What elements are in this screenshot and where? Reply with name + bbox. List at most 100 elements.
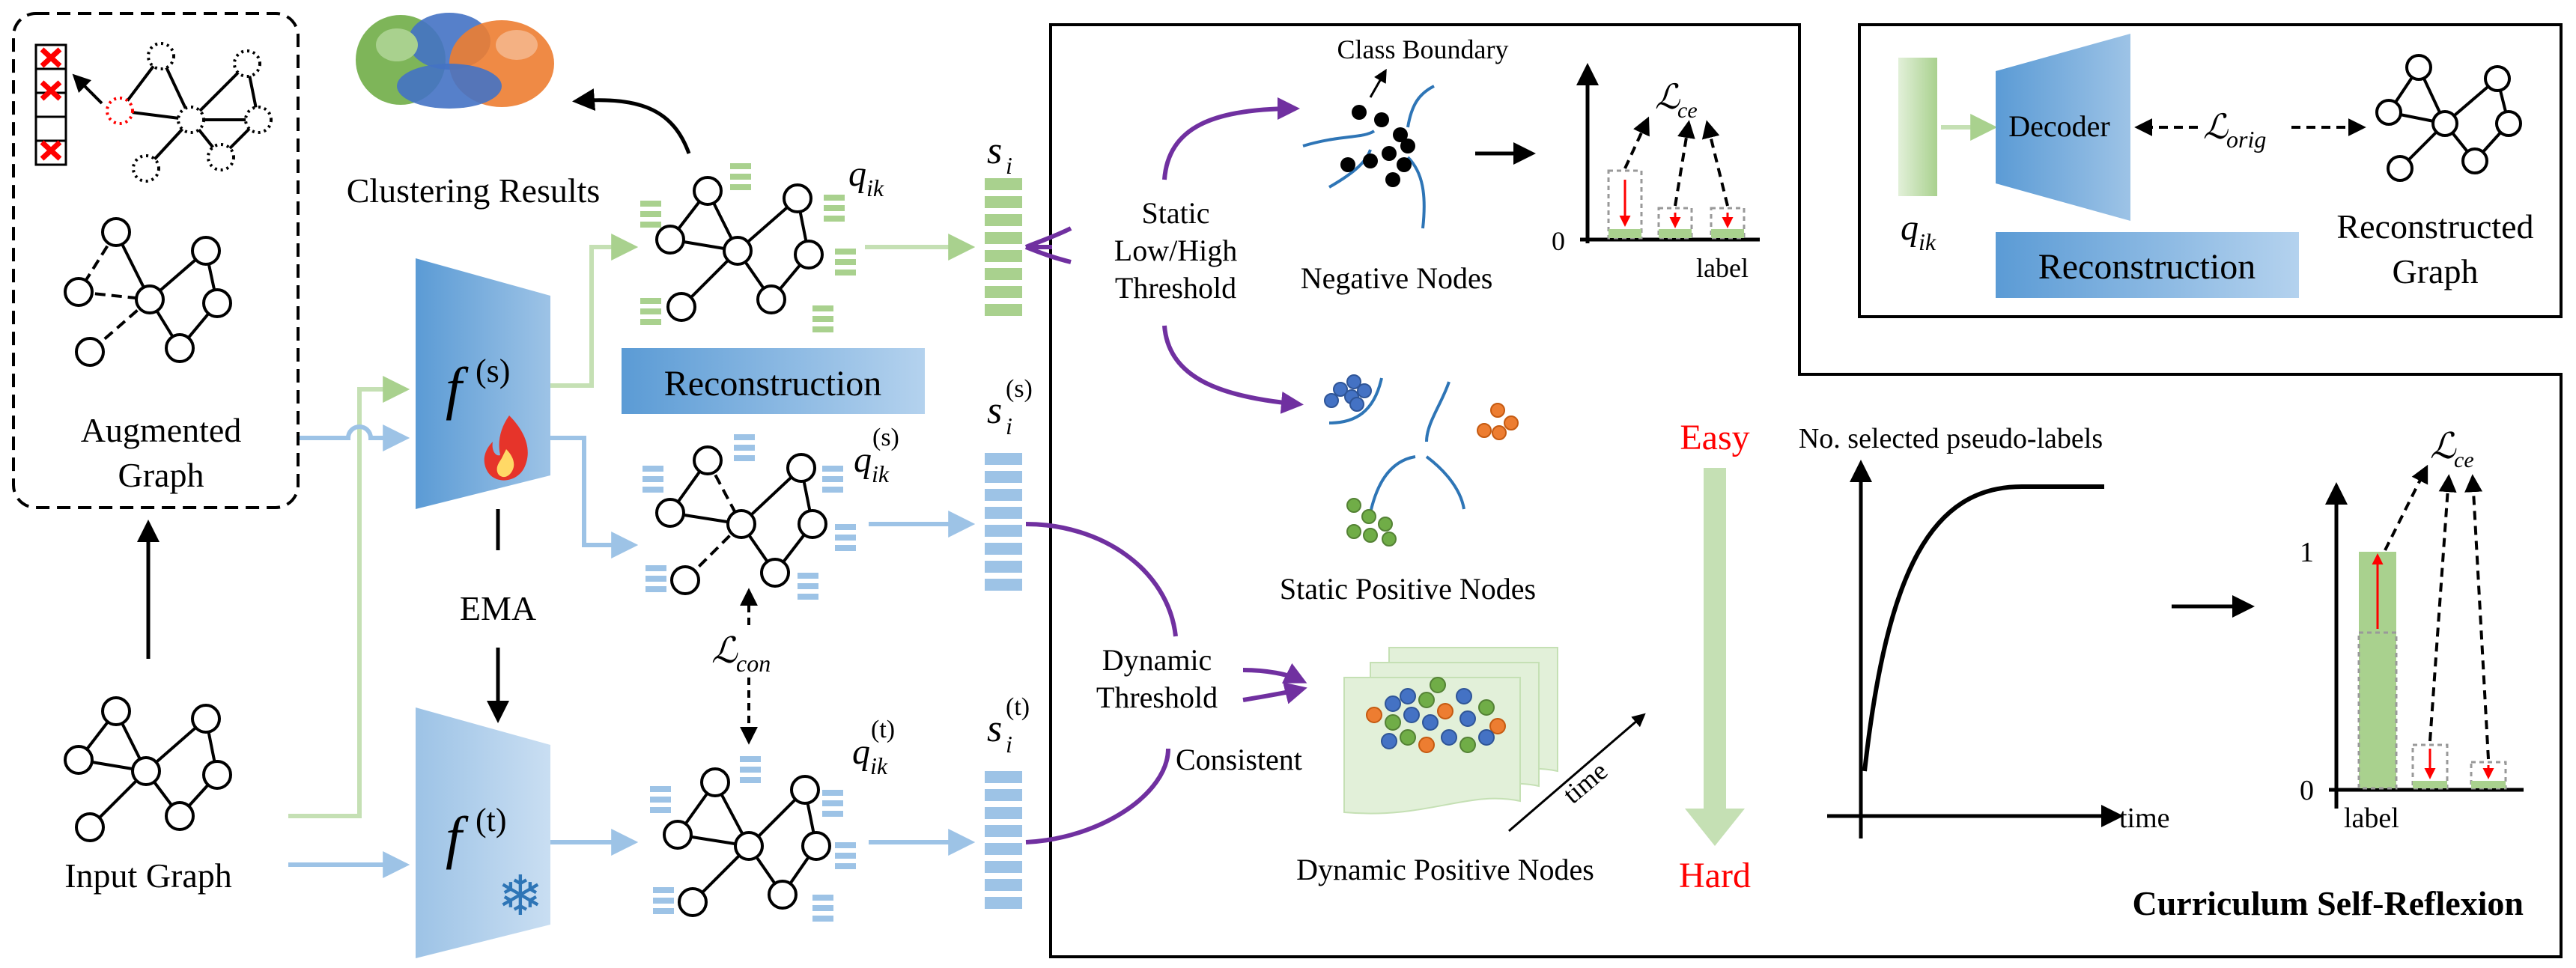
input-graph-label: Input Graph	[64, 856, 232, 895]
curriculum-lce-chart: 1 0 label	[2300, 464, 2524, 834]
reconstruction-box	[1858, 23, 2563, 318]
s-i-t-sub: i	[1006, 731, 1012, 758]
dynamic-positive-illustration	[1343, 647, 1558, 815]
l-ce-label-2: ℒ	[2430, 427, 2457, 466]
student-encoder-sup: (s)	[476, 353, 510, 389]
static-threshold-2: Low/High	[1114, 234, 1237, 267]
aug-to-student-flow-green	[288, 376, 410, 818]
to-clustering-arrow	[572, 88, 691, 154]
time-diag-label: time	[1557, 755, 1613, 809]
s-i-column	[985, 178, 1022, 316]
reconstruction-bar-right	[1996, 232, 2299, 298]
curriculum-box	[1049, 23, 2563, 958]
class-boundary-arrow	[1369, 68, 1387, 98]
q-ik-label: q	[848, 154, 866, 194]
fire-icon	[484, 415, 528, 481]
aug-to-student-flow-blue	[300, 424, 410, 451]
dynamic-threshold-2: Threshold	[1096, 681, 1218, 714]
purple-st-to-dynamic	[1025, 748, 1170, 844]
negative-lce-chart: 0 label	[1552, 63, 1760, 283]
one-label: 1	[2300, 537, 2314, 568]
s-i-t-label: s	[987, 707, 1002, 750]
reconstructed-graph-label-2: Graph	[2393, 252, 2479, 290]
s-i-label: s	[987, 130, 1002, 172]
graph-q-green	[640, 163, 856, 332]
label-axis-1: label	[1696, 253, 1749, 283]
feature-mask-vector	[34, 43, 67, 166]
s-i-t-sup: (t)	[1006, 693, 1030, 721]
q-ik-recon-sub: ik	[1919, 228, 1936, 255]
q-ik-s-sub: ik	[872, 460, 890, 487]
teacher-encoder-sup: (t)	[476, 802, 507, 838]
s-i-sub: i	[1006, 152, 1012, 179]
l-con-label: ℒ	[711, 631, 738, 671]
q-ik-vector	[1898, 58, 1937, 196]
s-i-s-column	[985, 453, 1022, 591]
zero-label-2: 0	[2300, 775, 2314, 806]
s-i-s-sub: i	[1006, 413, 1012, 439]
l-ce-sub-1: ce	[1677, 98, 1698, 123]
q-ik-t-sup: (t)	[871, 716, 895, 743]
purple-dynamic-arrow-1	[1242, 663, 1307, 684]
no-selected-label: No. selected pseudo-labels	[1799, 423, 2103, 454]
masked-graph	[106, 42, 273, 183]
time-diagonal-arrow	[1508, 713, 1646, 832]
purple-static-to-positive	[1162, 325, 1304, 414]
graph-q-teacher	[650, 756, 856, 922]
l-con-sub: con	[736, 650, 771, 677]
reconstruction-label: Reconstruction	[664, 364, 882, 404]
static-positive-label: Static Positive Nodes	[1280, 572, 1536, 606]
q-ik-t-sub: ik	[870, 752, 888, 779]
l-ce-sub-2: ce	[2454, 448, 2474, 472]
mask-arrow	[72, 73, 103, 105]
negative-nodes-label: Negative Nodes	[1301, 261, 1493, 295]
zero-label-1: 0	[1552, 226, 1565, 256]
q-ik-t-label: q	[852, 732, 870, 772]
s-i-t-column	[985, 771, 1022, 909]
graph-q-student	[643, 434, 856, 600]
l-orig-sub: orig	[2226, 126, 2266, 153]
purple-static-to-negative	[1162, 97, 1300, 180]
reconstructed-graph-label-1: Reconstructed	[2336, 207, 2533, 246]
ema-label: EMA	[460, 589, 536, 627]
reconstruction-right-label: Reconstruction	[2038, 247, 2256, 287]
purple-ss-to-dynamic	[1025, 522, 1178, 637]
decoder-label: Decoder	[2008, 109, 2109, 143]
purple-brace-static	[1024, 226, 1072, 264]
purple-dynamic-arrow-2	[1242, 682, 1307, 704]
easy-label: Easy	[1680, 418, 1749, 457]
q-ik-s-sup: (s)	[872, 424, 899, 451]
reconstruction-bar	[622, 348, 925, 414]
easy-hard-arrow	[1685, 468, 1745, 846]
label-axis-2: label	[2344, 803, 2399, 834]
negative-nodes-illustration	[1302, 85, 1435, 229]
augmented-graph-box	[12, 12, 300, 509]
pseudo-label-curve-chart	[1827, 460, 2124, 838]
s-i-s-sup: (s)	[1006, 375, 1033, 403]
dynamic-positive-label: Dynamic Positive Nodes	[1296, 853, 1594, 886]
static-threshold-1: Static	[1141, 196, 1209, 230]
student-to-q-flow	[550, 234, 639, 388]
clustering-results-label: Clustering Results	[347, 171, 601, 210]
pseudo-label-curve	[1862, 484, 2104, 772]
hard-label: Hard	[1679, 856, 1751, 895]
input-graph	[64, 696, 232, 842]
augmented-graph	[64, 217, 232, 367]
snowflake-icon: ❄	[497, 864, 544, 928]
augmented-graph-label-2: Graph	[118, 456, 204, 494]
l-orig-label: ℒ	[2203, 108, 2229, 146]
static-positive-illustration	[1324, 374, 1519, 547]
time-axis-label: time	[2119, 803, 2170, 834]
clustering-results-image	[356, 13, 554, 109]
mask-x-icon	[40, 140, 62, 161]
class-boundary-label: Class Boundary	[1337, 34, 1509, 64]
consistent-label: Consistent	[1176, 743, 1302, 776]
teacher-encoder	[416, 707, 550, 958]
q-ik-recon-label: q	[1901, 208, 1919, 248]
student-to-qs-flow	[550, 436, 639, 558]
q-ik-sub: ik	[866, 174, 884, 201]
dynamic-threshold-1: Dynamic	[1102, 643, 1212, 677]
mask-x-icon	[40, 47, 62, 68]
static-threshold-3: Threshold	[1115, 271, 1236, 305]
